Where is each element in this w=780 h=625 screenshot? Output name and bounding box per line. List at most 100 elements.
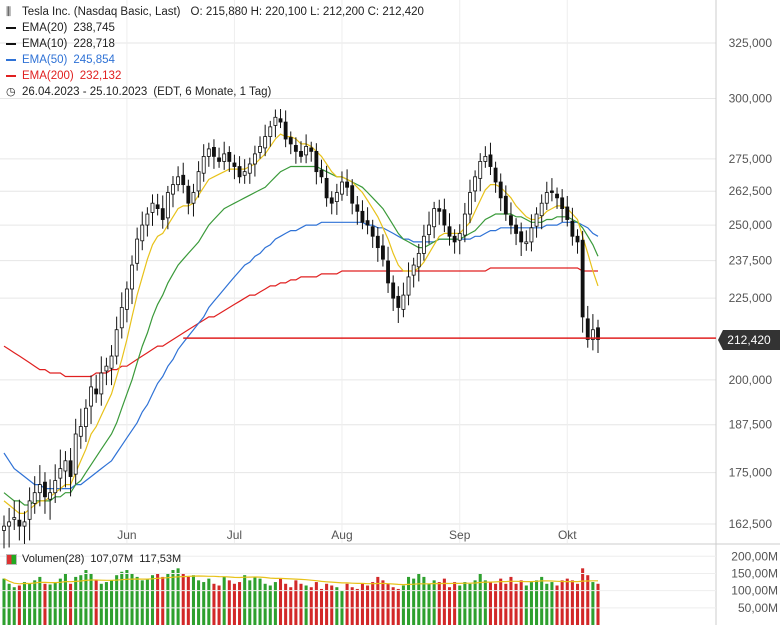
volume-bar (565, 578, 569, 625)
candle (196, 161, 201, 198)
legend-ema10[interactable]: EMA(10) 228,718 (6, 36, 424, 52)
x-tick-label: Okt (558, 528, 577, 542)
candle (171, 176, 175, 208)
candle (273, 109, 278, 138)
volume-bar (463, 582, 467, 625)
candle-body (370, 226, 375, 237)
candle (155, 193, 160, 216)
candle (150, 194, 155, 226)
legend-ema20[interactable]: EMA(20) 238,745 (6, 20, 424, 36)
candle (89, 375, 93, 424)
legend-ema200[interactable]: EMA(200) 232,132 (6, 68, 424, 84)
candle-body (442, 209, 447, 226)
volume-bar (43, 583, 47, 625)
volume-bar (176, 568, 180, 625)
candle-body (176, 176, 181, 186)
candle (396, 286, 401, 323)
volume-bar (135, 576, 139, 625)
volume-bar (197, 580, 201, 625)
candle-body (201, 156, 206, 174)
candle (478, 153, 483, 192)
candle (181, 162, 186, 194)
x-axis-ticks: Jun Jul Aug Sep Okt (117, 528, 577, 542)
candle-body (212, 147, 216, 157)
candle (365, 207, 370, 235)
candle-body (391, 282, 396, 299)
y-tick-label: 325,000 (729, 36, 773, 50)
candle-body (596, 327, 600, 340)
volume-bar (550, 582, 554, 625)
candle (427, 211, 431, 244)
ohlc-values: O: 215,880 H: 220,100 L: 212,200 C: 212,… (190, 6, 424, 18)
candle-body (473, 176, 478, 192)
candle-body (360, 210, 365, 223)
volume-tick-label: 100,00M (731, 584, 778, 598)
volume-bar (166, 573, 170, 625)
candle-body (575, 235, 580, 243)
candle-body (324, 177, 329, 199)
candle (242, 159, 247, 184)
candle (534, 207, 539, 238)
volume-bar (596, 583, 600, 625)
volume-bar (28, 583, 32, 625)
volume-bar (391, 587, 395, 625)
volume-bar (140, 580, 144, 625)
volume-bar (407, 576, 411, 625)
volume-bar (376, 576, 380, 625)
candle-body (355, 204, 360, 212)
candle-body (340, 181, 344, 195)
ema10-swatch (6, 43, 16, 45)
candle (99, 356, 104, 406)
volume-bar (33, 580, 37, 625)
candle (232, 154, 237, 180)
candle-body (140, 224, 145, 242)
volume-bar (294, 580, 298, 625)
volume-bar (453, 582, 457, 625)
volume-bar (494, 583, 498, 625)
volume-tick-label: 50,00M (738, 601, 778, 615)
legend-ema50[interactable]: EMA(50) 245,854 (6, 52, 424, 68)
volume-bar (570, 580, 574, 625)
y-tick-label: 187,500 (729, 418, 773, 432)
volume-bar (468, 583, 472, 625)
volume-bar (432, 580, 436, 625)
volume-bar (437, 582, 441, 625)
candle-body (2, 525, 6, 531)
candle-body (104, 365, 109, 372)
candle (176, 166, 181, 192)
volume-bar (110, 580, 114, 625)
volume-bar (401, 585, 405, 625)
candle-body (462, 213, 467, 236)
volume-bar (417, 573, 421, 625)
volume-bars (2, 568, 600, 625)
candle (43, 472, 47, 514)
candle (549, 178, 554, 202)
candle (293, 137, 298, 164)
candle-body (529, 227, 534, 243)
ema20-line (3, 165, 599, 506)
candle (222, 141, 227, 170)
ema20-swatch (6, 27, 16, 29)
candle (391, 275, 396, 311)
candle (309, 141, 314, 162)
candle (340, 171, 344, 201)
candle-body (406, 276, 411, 296)
candle-body (350, 185, 355, 204)
volume-bar (447, 587, 452, 625)
candle (201, 144, 206, 182)
candle (570, 207, 575, 246)
candle-body (437, 208, 442, 212)
candle (375, 227, 380, 262)
candle-body (99, 372, 104, 395)
volume-bar (273, 582, 277, 625)
candle (386, 246, 390, 293)
volume-bar (238, 582, 242, 625)
volume-bar (499, 578, 503, 625)
candle (493, 161, 498, 193)
candle-body (401, 294, 406, 310)
volume-bar (17, 585, 21, 625)
candle-body (12, 517, 17, 520)
volume-bar (69, 583, 73, 625)
